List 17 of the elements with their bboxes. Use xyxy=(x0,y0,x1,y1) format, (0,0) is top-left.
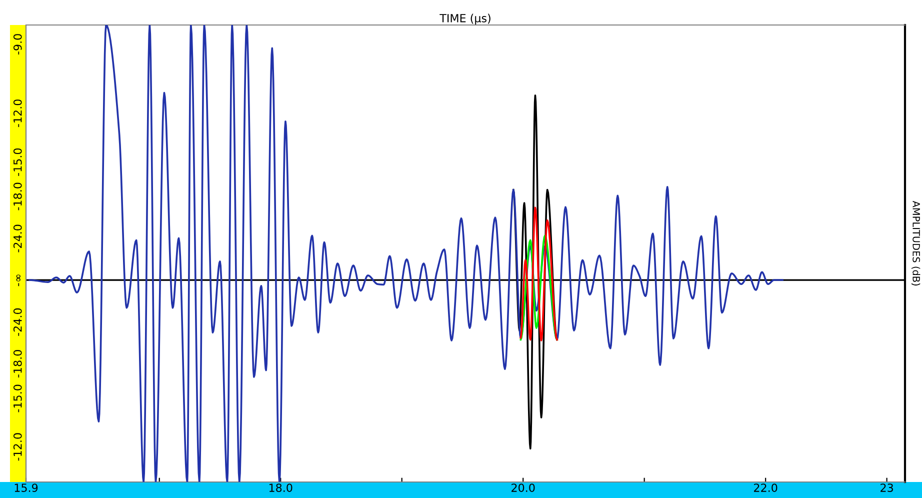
text: -9.0 xyxy=(13,34,22,54)
x-tick-label: 22.0 xyxy=(754,484,778,492)
x-tick-label: 18.0 xyxy=(269,484,292,492)
y-axis-title: AMPLITUDES (dB) xyxy=(911,200,920,286)
x-tick-label: 23 xyxy=(880,484,893,492)
x-tick-label: 15.9 xyxy=(14,484,38,492)
text: -12.0 xyxy=(13,100,22,128)
text: -15.0 xyxy=(13,384,22,412)
text: -15.0 xyxy=(13,148,22,176)
x-tick-label: 20.0 xyxy=(512,484,535,492)
x-axis-title: TIME (µs) xyxy=(440,14,490,25)
text: -18.0 xyxy=(13,350,22,378)
text: -24.0 xyxy=(13,224,22,252)
text: -24.0 xyxy=(13,308,22,336)
text: -∞ xyxy=(16,274,20,286)
text: -12.0 xyxy=(13,433,22,461)
text: -18.0 xyxy=(13,182,22,210)
